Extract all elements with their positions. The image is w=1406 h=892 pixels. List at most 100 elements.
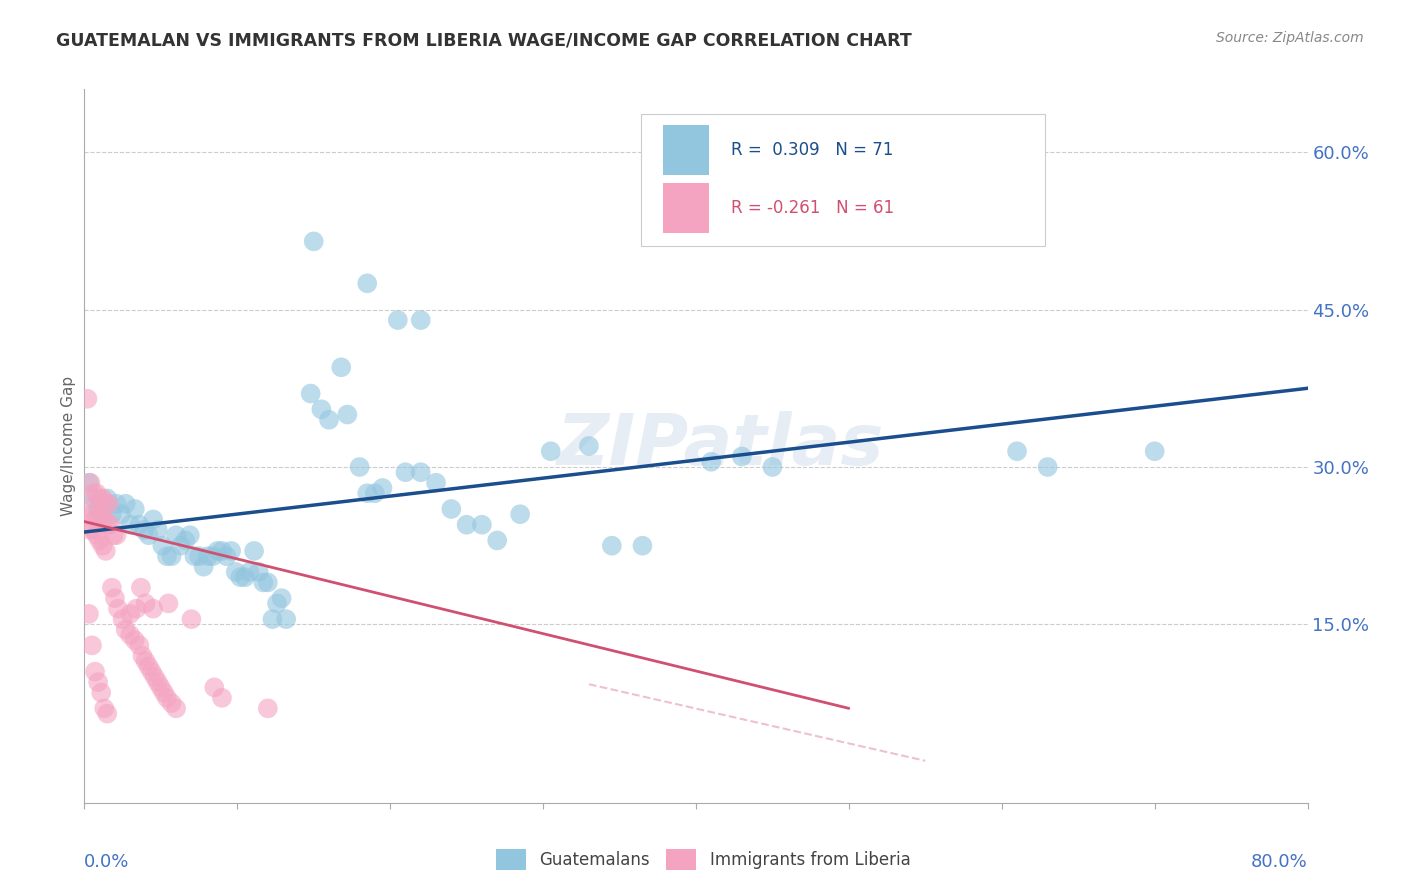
Point <box>84 665 107 679</box>
Point <box>77 475 100 490</box>
Point <box>101 507 124 521</box>
Point <box>91 539 114 553</box>
Point <box>170 539 193 553</box>
Point <box>215 549 238 564</box>
Point <box>111 612 134 626</box>
Point <box>486 533 509 548</box>
Point <box>299 386 322 401</box>
Point <box>262 612 284 626</box>
Point <box>1143 444 1166 458</box>
Point <box>387 313 409 327</box>
Point <box>150 539 173 553</box>
Point <box>456 517 478 532</box>
Point <box>120 517 142 532</box>
Point <box>77 607 100 621</box>
Point <box>838 129 860 144</box>
Point <box>79 475 101 490</box>
Point <box>93 701 115 715</box>
Point <box>302 235 325 249</box>
Point <box>207 544 229 558</box>
Point <box>330 360 353 375</box>
Point <box>104 591 127 606</box>
Point <box>233 570 256 584</box>
Point <box>125 601 148 615</box>
Point <box>193 559 215 574</box>
Point <box>93 512 115 526</box>
Point <box>270 591 292 606</box>
Text: ZIPatlas: ZIPatlas <box>557 411 884 481</box>
Point <box>91 491 114 506</box>
Point <box>471 517 494 532</box>
Point <box>165 528 187 542</box>
Text: R = -0.261   N = 61: R = -0.261 N = 61 <box>731 200 894 218</box>
Point <box>124 502 146 516</box>
Point <box>114 623 136 637</box>
Point <box>128 639 150 653</box>
Point <box>257 701 280 715</box>
Point <box>124 633 146 648</box>
Point <box>90 685 112 699</box>
Point <box>371 481 394 495</box>
Point <box>540 444 562 458</box>
Point <box>76 392 98 406</box>
Point <box>138 659 160 673</box>
Point <box>157 596 180 610</box>
Point <box>103 528 125 542</box>
Point <box>146 675 169 690</box>
Point <box>101 581 124 595</box>
Point <box>364 486 387 500</box>
Point <box>266 596 288 610</box>
Point <box>188 549 211 564</box>
Point <box>128 517 150 532</box>
Text: 80.0%: 80.0% <box>1251 853 1308 871</box>
Point <box>138 528 160 542</box>
Point <box>356 277 378 291</box>
Point <box>578 439 600 453</box>
Point <box>440 502 463 516</box>
Point <box>86 486 108 500</box>
Point <box>761 460 783 475</box>
Point <box>238 565 260 579</box>
Point <box>135 654 157 668</box>
Point <box>135 596 157 610</box>
Point <box>349 460 371 475</box>
Point <box>257 575 280 590</box>
Point <box>96 491 118 506</box>
Point <box>142 601 165 615</box>
Point <box>247 565 270 579</box>
Point <box>146 523 169 537</box>
Point <box>141 665 163 679</box>
Point <box>202 681 225 695</box>
Point <box>142 512 165 526</box>
Point <box>197 549 219 564</box>
Point <box>180 612 202 626</box>
Point <box>700 455 723 469</box>
Point <box>276 612 298 626</box>
Point <box>252 575 274 590</box>
Point <box>84 512 107 526</box>
Point <box>179 528 201 542</box>
Point <box>83 523 105 537</box>
Y-axis label: Wage/Income Gap: Wage/Income Gap <box>60 376 76 516</box>
Point <box>160 549 183 564</box>
Point <box>149 681 172 695</box>
Point <box>83 491 105 506</box>
Point <box>89 533 111 548</box>
Point <box>107 601 129 615</box>
Point <box>120 607 142 621</box>
Point <box>211 690 233 705</box>
Point <box>98 517 121 532</box>
Point <box>96 517 118 532</box>
FancyBboxPatch shape <box>664 184 710 234</box>
Point <box>86 528 108 542</box>
Point <box>143 670 166 684</box>
Point <box>97 497 120 511</box>
Point <box>153 685 176 699</box>
Point <box>409 465 432 479</box>
Point <box>631 539 654 553</box>
Point <box>110 507 132 521</box>
Point <box>160 696 183 710</box>
Legend: Guatemalans, Immigrants from Liberia: Guatemalans, Immigrants from Liberia <box>491 845 915 875</box>
Point <box>1005 444 1028 458</box>
Point <box>91 507 114 521</box>
